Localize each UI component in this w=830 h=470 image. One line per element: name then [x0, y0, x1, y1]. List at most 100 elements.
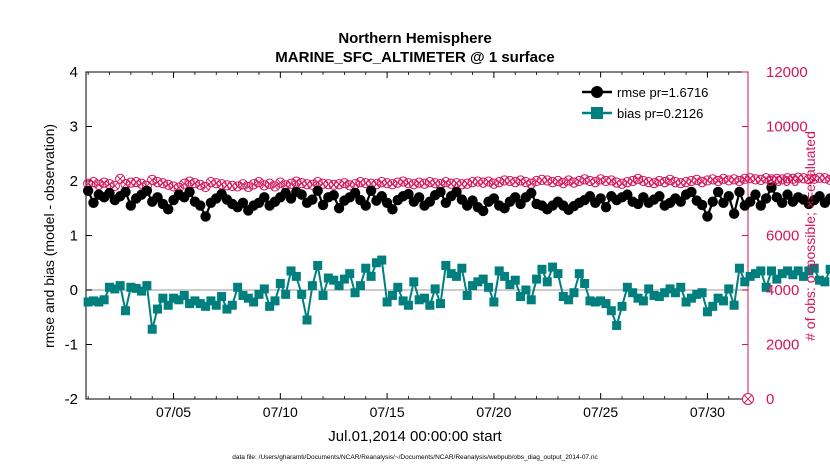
x-tick-label: 07/10	[263, 404, 298, 420]
rmse-point	[728, 208, 740, 219]
obs-evaluated-marker-b	[789, 175, 797, 183]
bias-point	[596, 296, 606, 306]
obs-evaluated-marker-b	[436, 180, 445, 188]
bias-point	[628, 288, 638, 298]
bias-point	[553, 269, 563, 279]
bias-point	[526, 295, 536, 305]
bias-point	[468, 281, 478, 291]
bias-point	[799, 271, 809, 281]
obs-evaluated-marker-b	[778, 175, 786, 183]
obs-possible-marker	[664, 174, 676, 186]
obs-possible-marker	[264, 178, 275, 189]
bias-point	[158, 293, 168, 303]
bias-point	[366, 271, 376, 281]
obs-possible-marker	[398, 176, 409, 187]
bias-point	[809, 263, 819, 273]
bias-point	[126, 282, 136, 292]
obs-evaluated-marker-b	[244, 183, 252, 191]
obs-point	[664, 174, 676, 186]
bias-point	[574, 269, 584, 279]
obs-evaluated-marker-b	[388, 180, 396, 188]
bias-point	[766, 266, 776, 276]
bias-point	[88, 296, 98, 306]
bias-point	[318, 290, 328, 300]
bias-point	[195, 299, 205, 309]
obs-possible-marker	[616, 178, 628, 189]
bias-point	[206, 296, 216, 306]
bias-point	[339, 274, 349, 284]
y-left-tick-label: 0	[70, 282, 78, 299]
bias-point	[275, 278, 285, 288]
obs-evaluated-marker-b	[458, 180, 466, 188]
rmse-point	[365, 185, 377, 197]
bias-point	[217, 292, 227, 302]
bias-point	[686, 293, 696, 303]
obs-evaluated-marker-b	[677, 179, 685, 187]
bias-point	[430, 284, 440, 294]
bias-point	[403, 300, 413, 310]
bias-point	[323, 273, 333, 283]
obs-possible-marker	[542, 175, 553, 186]
bias-point	[329, 275, 339, 285]
y-right-tick-label: 4000	[766, 282, 799, 299]
bias-point	[313, 260, 323, 270]
obs-point	[195, 179, 206, 190]
bias-point	[190, 296, 200, 306]
bias-point	[692, 289, 702, 299]
y-right-tick-label: 6000	[766, 228, 799, 245]
bias-point	[649, 290, 659, 300]
bias-point	[713, 293, 723, 303]
bias-point	[238, 290, 248, 300]
obs-possible-marker	[494, 176, 505, 188]
obs-possible-marker	[243, 181, 254, 193]
rmse-point	[317, 199, 329, 211]
rmse-point	[360, 200, 371, 211]
obs-point	[109, 180, 120, 192]
bias-point	[201, 301, 211, 311]
obs-evaluated-marker-b	[463, 180, 471, 188]
bias-point	[233, 282, 243, 292]
obs-possible-marker	[232, 181, 243, 192]
bias-point	[494, 266, 504, 276]
bias-series-layer	[83, 255, 830, 334]
bias-point	[665, 284, 675, 294]
bias-point	[622, 282, 632, 292]
obs-point	[232, 181, 243, 192]
bias-point	[585, 296, 595, 306]
y-left-tick-label: 2	[70, 173, 78, 190]
obs-evaluated-marker-b	[549, 178, 557, 186]
rmse-point	[184, 186, 195, 198]
obs-possible-marker	[819, 173, 830, 184]
y-right-tick-label: 2000	[766, 337, 799, 354]
bias-point	[702, 307, 712, 317]
obs-evaluated-marker-b	[410, 180, 418, 188]
bias-point	[361, 263, 371, 273]
obs-evaluated-marker-b	[810, 175, 818, 183]
y-left-tick-label: -2	[65, 391, 78, 408]
obs-evaluated-marker-b	[372, 180, 380, 188]
rmse-point	[686, 186, 697, 198]
bias-point	[297, 289, 307, 299]
obs-evaluated-marker-b	[533, 177, 541, 185]
bias-point	[729, 300, 739, 310]
rmse-point	[200, 211, 211, 222]
obs-possible-marker	[462, 178, 473, 189]
obs-evaluated-marker-b	[287, 180, 295, 188]
bias-point	[281, 289, 291, 299]
obs-evaluated-marker-b	[767, 175, 776, 183]
obs-point	[285, 178, 297, 189]
bias-point	[644, 284, 654, 294]
obs-possible-marker	[574, 175, 585, 187]
obs-evaluated-marker-b	[180, 180, 188, 188]
obs-possible-marker	[632, 173, 644, 184]
rmse-point	[82, 185, 94, 197]
y-left-axis-label: rmse and bias (model - observation)	[41, 124, 57, 348]
data-file-footer: data file: /Users/gharamti/Documents/NCA…	[232, 454, 598, 461]
bias-point	[153, 304, 163, 314]
rmse-point	[163, 204, 174, 215]
bias-point	[750, 269, 760, 279]
obs-evaluated-marker-b	[330, 181, 338, 189]
rmse-series-layer	[82, 182, 830, 222]
bias-point	[558, 292, 568, 302]
obs-possible-marker	[707, 174, 718, 185]
